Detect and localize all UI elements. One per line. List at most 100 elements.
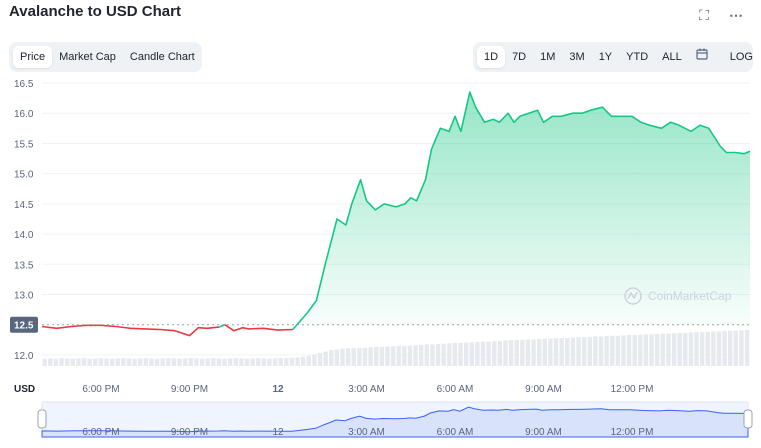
tab-market-cap[interactable]: Market Cap xyxy=(59,51,116,63)
volume-bar xyxy=(458,342,463,366)
volume-bar xyxy=(143,358,149,366)
volume-bar xyxy=(728,330,733,366)
log-toggle[interactable]: LOG xyxy=(729,51,753,63)
volume-bar xyxy=(480,341,486,366)
volume-bar xyxy=(430,344,435,366)
volume-bar xyxy=(312,354,317,366)
navigator-tick-label: 9:00 PM xyxy=(171,427,208,438)
volume-bar xyxy=(621,335,626,366)
volume-bar xyxy=(396,345,401,366)
y-tick-label: 13.5 xyxy=(14,260,34,271)
volume-bar xyxy=(733,330,739,366)
watermark: CoinMarketCap xyxy=(624,287,732,305)
volume-bar xyxy=(660,333,666,366)
volume-bar xyxy=(250,358,255,366)
navigator-window xyxy=(41,401,749,438)
y-tick-label: 13.0 xyxy=(14,290,34,301)
volume-bar xyxy=(402,345,407,366)
volume-bar xyxy=(615,335,621,366)
volume-bar xyxy=(744,330,750,366)
volume-bar xyxy=(300,356,306,366)
volume-bar xyxy=(244,358,250,366)
volume-bar xyxy=(548,338,553,366)
volume-bar xyxy=(587,336,592,366)
volume-bar xyxy=(694,332,699,366)
x-tick-label: 9:00 AM xyxy=(525,384,562,395)
volume-bar xyxy=(154,358,160,366)
range-1y[interactable]: 1Y xyxy=(598,51,613,63)
volume-bar xyxy=(138,358,143,366)
volume-bar xyxy=(379,346,385,366)
navigator-tick-label: 3:00 AM xyxy=(348,427,385,438)
range-ytd[interactable]: YTD xyxy=(626,51,649,63)
volume-bar xyxy=(261,358,267,366)
volume-bar xyxy=(171,358,177,366)
volume-bar xyxy=(306,355,312,366)
tab-price[interactable]: Price xyxy=(13,46,53,68)
x-tick-label: 12 xyxy=(272,384,284,395)
volume-bar xyxy=(115,358,120,366)
x-tick-label: 9:00 PM xyxy=(171,384,208,395)
price-line-up xyxy=(292,91,751,331)
price-line-down xyxy=(41,324,220,337)
volume-bar xyxy=(256,358,261,366)
volume-bar xyxy=(177,358,182,366)
volume-bar xyxy=(677,332,682,366)
x-tick-label: 3:00 AM xyxy=(348,384,385,395)
volume-bar xyxy=(42,358,47,366)
time-range-selector: 1D 7D 1M 3M 1Y YTD ALL LOG xyxy=(473,42,753,72)
volume-bar xyxy=(345,348,351,366)
volume-bar xyxy=(227,358,233,366)
navigator-tick-label: 6:00 AM xyxy=(437,427,474,438)
volume-bar xyxy=(81,358,87,366)
volume-bar xyxy=(272,358,278,366)
volume-bar xyxy=(160,358,165,366)
volume-bar xyxy=(520,339,525,366)
volume-bar xyxy=(570,337,576,366)
tab-candle-chart[interactable]: Candle Chart xyxy=(129,51,195,63)
calendar-icon[interactable] xyxy=(689,46,715,68)
range-1m[interactable]: 1M xyxy=(540,51,556,63)
navigator-tick-label: 9:00 AM xyxy=(525,427,562,438)
volume-bar xyxy=(121,358,126,366)
volume-bar xyxy=(64,358,70,366)
volume-bar xyxy=(536,339,542,366)
volume-bar xyxy=(385,346,390,366)
y-tick-label: 15.5 xyxy=(14,139,34,150)
volume-bar xyxy=(98,358,104,366)
y-tick-label: 15.0 xyxy=(14,170,34,181)
reference-badge xyxy=(10,316,38,333)
volume-bar xyxy=(289,357,295,366)
range-7d[interactable]: 7D xyxy=(512,51,527,63)
navigator-handle-right xyxy=(743,409,753,429)
volume-bar xyxy=(211,358,216,366)
volume-bar xyxy=(716,331,722,366)
navigator-tick-label: 12:00 PM xyxy=(611,427,654,438)
volume-bar xyxy=(233,358,238,366)
range-all[interactable]: ALL xyxy=(662,51,682,63)
y-axis-unit-label: USD xyxy=(14,384,35,395)
volume-bar xyxy=(604,336,609,366)
volume-bar xyxy=(525,339,531,366)
volume-bar xyxy=(216,358,222,366)
volume-bar xyxy=(626,335,632,366)
range-1d[interactable]: 1D xyxy=(477,46,506,68)
volume-bar xyxy=(610,335,615,366)
more-icon[interactable]: ⋯ xyxy=(729,7,743,23)
volume-bar xyxy=(59,358,64,366)
y-tick-label: 12.0 xyxy=(14,351,34,362)
volume-bar xyxy=(278,358,283,366)
fullscreen-icon[interactable]: ⛶ xyxy=(699,7,709,23)
volume-bar xyxy=(469,342,474,366)
range-3m[interactable]: 3M xyxy=(569,51,585,63)
navigator-tick-label: 6:00 PM xyxy=(82,427,119,438)
volume-bar xyxy=(593,336,598,366)
volume-bar xyxy=(368,347,373,366)
volume-bar xyxy=(542,338,548,366)
volume-bar xyxy=(486,341,491,366)
volume-bar xyxy=(48,358,53,366)
volume-bar xyxy=(452,342,458,366)
price-area-fill xyxy=(42,92,750,325)
volume-bar xyxy=(132,358,137,366)
volume-bar xyxy=(126,358,132,366)
